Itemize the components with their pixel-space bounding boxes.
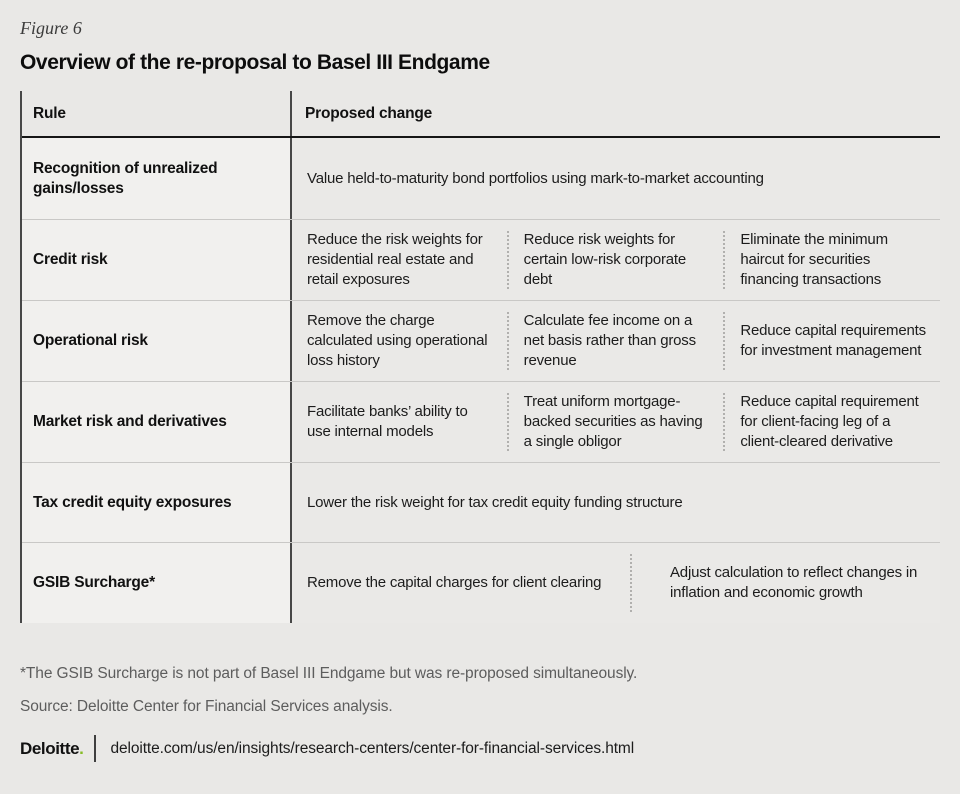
column-header-rule: Rule [33, 104, 66, 122]
rule-cell: GSIB Surcharge* [22, 543, 290, 623]
change-cell: Treat uniform mortgage-backed securities… [523, 393, 703, 450]
rule-cell: Credit risk [22, 220, 290, 300]
change-cell: Calculate fee income on a net basis rath… [523, 312, 696, 369]
dotted-separator [506, 393, 509, 451]
dotted-separator [723, 312, 726, 370]
change-cell: Reduce the risk weights for residential … [307, 231, 483, 288]
footnote: *The GSIB Surcharge is not part of Basel… [20, 665, 638, 682]
rule-cell: Market risk and derivatives [22, 382, 290, 462]
change-cells: Remove the capital charges for client cl… [290, 543, 940, 623]
table-row-operational-risk: Operational risk Remove the charge calcu… [22, 300, 940, 381]
source-line: Source: Deloitte Center for Financial Se… [20, 698, 393, 715]
dotted-separator [723, 231, 726, 289]
change-cell: Adjust calculation to reflect changes in… [670, 564, 918, 601]
change-cell: Value held-to-maturity bond portfolios u… [307, 169, 764, 187]
rule-cell: Recognition of unrealized gains/losses [22, 138, 290, 219]
dotted-separator [506, 231, 509, 289]
change-cells: Remove the charge calculated using opera… [290, 301, 940, 381]
basel-reproposal-table: Rule Proposed change Recognition of unre… [20, 91, 940, 623]
figure-page: Figure 6 Overview of the re-proposal to … [0, 18, 960, 794]
dotted-separator [630, 554, 632, 612]
table-row-tax-credit-equity-exposures: Tax credit equity exposures Lower the ri… [22, 462, 940, 542]
deloitte-logo-green-dot: . [79, 738, 84, 758]
change-cell: Remove the charge calculated using opera… [307, 312, 488, 369]
change-cells: Lower the risk weight for tax credit equ… [290, 463, 940, 542]
rule-cell: Operational risk [22, 301, 290, 381]
table-row-credit-risk: Credit risk Reduce the risk weights for … [22, 219, 940, 300]
change-cells: Value held-to-maturity bond portfolios u… [290, 138, 940, 219]
footer-divider [94, 735, 97, 762]
change-cell: Remove the capital charges for client cl… [307, 574, 602, 591]
change-cell: Eliminate the minimum haircut for securi… [740, 231, 888, 288]
column-header-proposed-change: Proposed change [290, 91, 940, 136]
change-cell: Reduce capital requirement for client-fa… [740, 393, 919, 450]
change-cells: Facilitate banks’ ability to use interna… [290, 382, 940, 462]
table-row-gsib-surcharge: GSIB Surcharge* Remove the capital charg… [22, 542, 940, 623]
footer-url: deloitte.com/us/en/insights/research-cen… [110, 739, 635, 757]
change-cell: Facilitate banks’ ability to use interna… [307, 403, 468, 440]
page-title: Overview of the re-proposal to Basel III… [20, 51, 490, 74]
change-cells: Reduce the risk weights for residential … [290, 220, 940, 300]
deloitte-logo: Deloitte. [20, 738, 84, 759]
table-row-market-risk-and-derivatives: Market risk and derivatives Facilitate b… [22, 381, 940, 462]
change-cell: Lower the risk weight for tax credit equ… [307, 493, 683, 511]
dotted-separator [723, 393, 726, 451]
figure-label: Figure 6 [20, 18, 82, 38]
footer-bar: Deloitte. deloitte.com/us/en/insights/re… [20, 735, 940, 762]
dotted-separator [506, 312, 509, 370]
change-cell: Reduce capital requirements for investme… [740, 322, 926, 359]
change-cell: Reduce risk weights for certain low-risk… [523, 231, 687, 288]
rule-cell: Tax credit equity exposures [22, 463, 290, 542]
table-row-recognition-of-unrealized-gains-losses: Recognition of unrealized gains/losses V… [22, 138, 940, 219]
deloitte-logo-text: Deloitte [20, 738, 80, 758]
table-header-row: Rule Proposed change [22, 91, 940, 138]
